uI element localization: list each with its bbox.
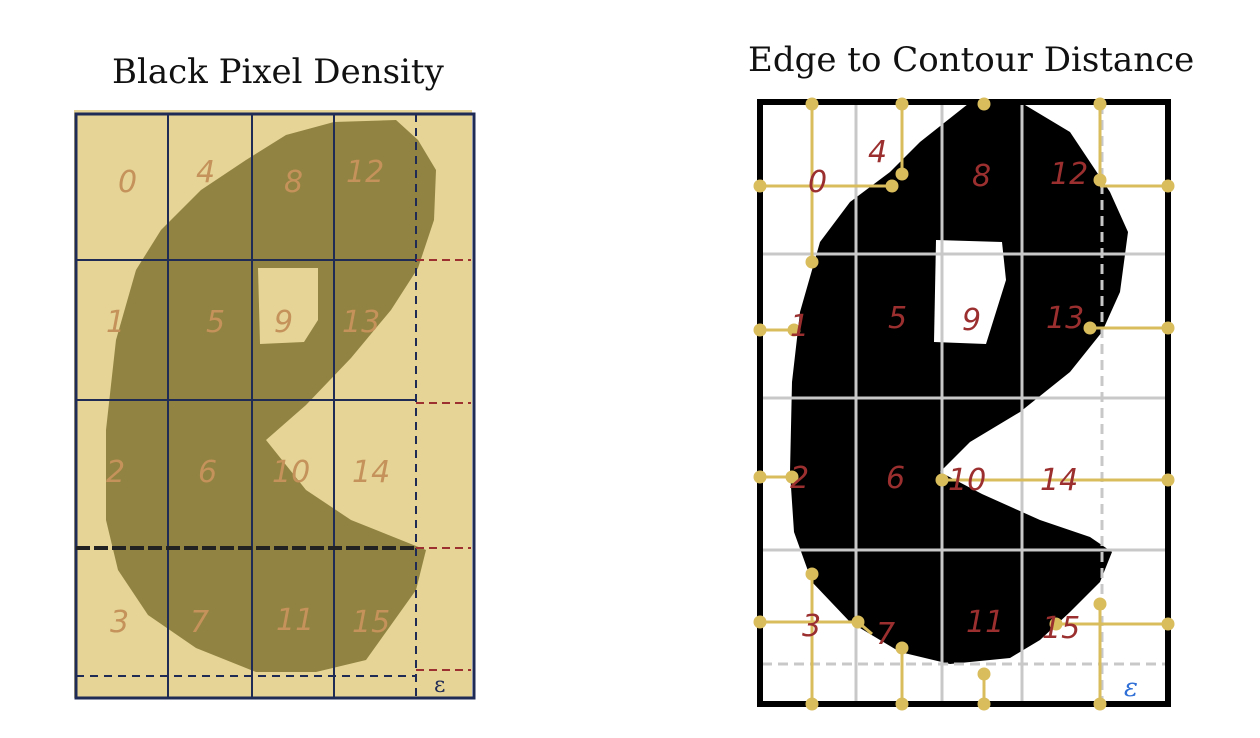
cell-label-5: 5: [888, 301, 907, 336]
cell-label-2: 2: [106, 455, 125, 490]
cell-label-15: 15: [352, 605, 390, 640]
cell-label-3: 3: [802, 609, 821, 644]
cell-label-13: 13: [1046, 301, 1084, 336]
cell-label-2: 2: [790, 461, 809, 496]
margin-marks: [416, 259, 471, 671]
right-panel-title: Edge to Contour Distance: [748, 40, 1195, 80]
digit-glyph-black: [790, 102, 1128, 664]
cell-label-4: 4: [196, 155, 215, 190]
contour-frame: [757, 99, 1171, 707]
density-grid: [74, 112, 476, 700]
cell-label-1: 1: [106, 305, 125, 340]
cell-label-6: 6: [886, 461, 905, 496]
cell-label-10: 10: [948, 463, 986, 498]
glyph-hole: [934, 240, 1006, 344]
cell-label-0: 0: [118, 165, 137, 200]
cell-label-11: 11: [966, 605, 1004, 640]
cell-label-1: 1: [790, 309, 809, 344]
cell-label-8: 8: [972, 159, 991, 194]
cell-label-14: 14: [1040, 463, 1078, 498]
cell-label-15: 15: [1042, 611, 1080, 646]
cell-label-7: 7: [190, 605, 209, 640]
epsilon-label: ε: [434, 673, 445, 698]
black-pixel-density-diagram: 0 1 2 3 4 5 6 7 8 9 10 11 12 13 14 15 ε: [74, 110, 476, 700]
cell-label-13: 13: [342, 305, 380, 340]
edge-to-contour-diagram: 0 1 2 3 4 5 6 7 8 9 10 11 12 13 14 15 ε: [753, 97, 1175, 711]
cell-label-4: 4: [868, 135, 887, 170]
cell-label-9: 9: [962, 303, 981, 338]
cell-label-11: 11: [276, 603, 314, 638]
distance-lines: [753, 97, 1175, 711]
cell-label-10: 10: [272, 455, 310, 490]
cell-label-3: 3: [110, 605, 129, 640]
cell-label-8: 8: [284, 165, 303, 200]
glyph-hole: [258, 268, 318, 344]
cell-label-9: 9: [274, 305, 293, 340]
cell-label-0: 0: [808, 165, 827, 200]
cell-label-12: 12: [1050, 157, 1088, 192]
cell-label-12: 12: [346, 155, 384, 190]
cell-label-7: 7: [876, 617, 895, 652]
digit-glyph-shaded: [106, 120, 436, 672]
left-panel-title: Black Pixel Density: [112, 52, 444, 92]
cell-label-6: 6: [198, 455, 217, 490]
cell-label-5: 5: [206, 305, 225, 340]
cell-label-14: 14: [352, 455, 390, 490]
epsilon-label: ε: [1124, 673, 1138, 703]
